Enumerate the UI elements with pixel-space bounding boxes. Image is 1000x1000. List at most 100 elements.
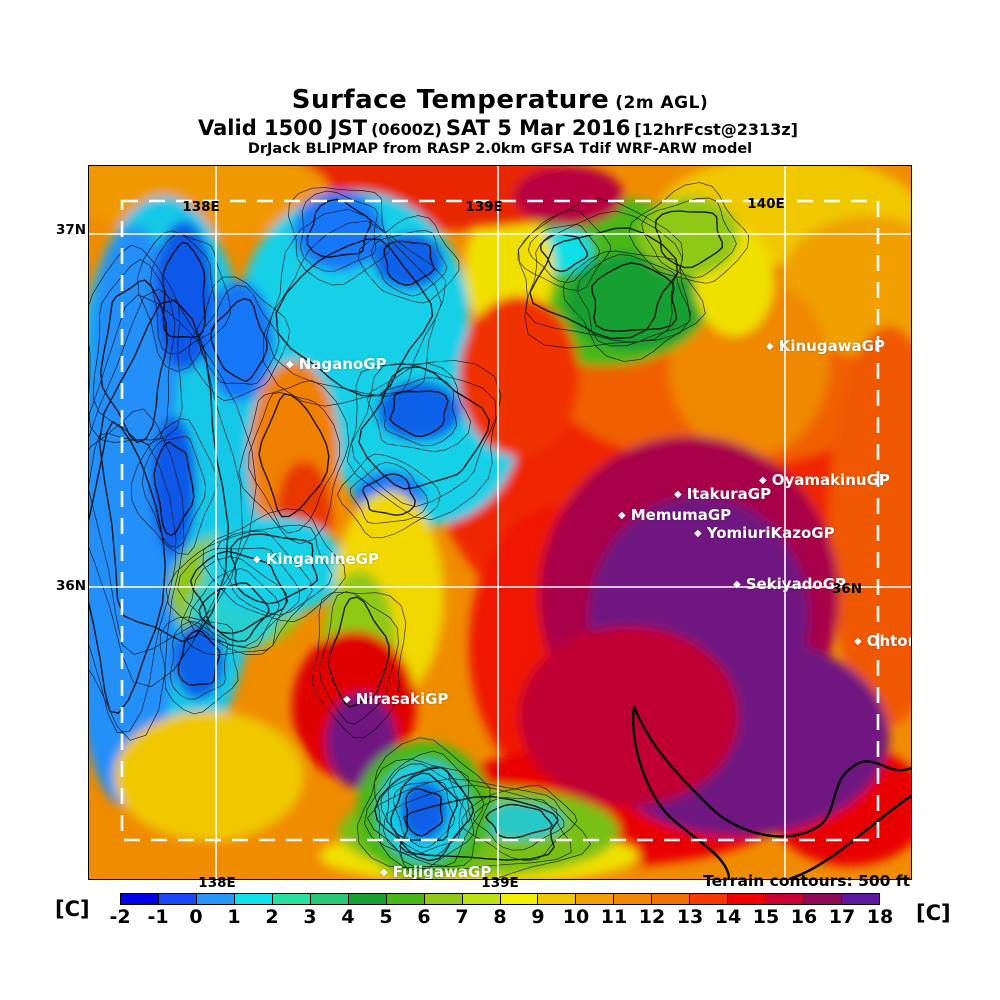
contour-line (383, 240, 435, 286)
colorbar-cell (310, 894, 349, 904)
site-diamond-icon: ◆ (253, 554, 261, 565)
colorbar-cell (804, 894, 843, 904)
site-diamond-icon: ◆ (380, 867, 388, 878)
site-diamond-icon: ◆ (286, 359, 294, 370)
contour-line (373, 766, 475, 862)
site-label-kinugawagp: ◆ KinugawaGP (766, 337, 885, 356)
grid-label-139e: 139E (465, 199, 503, 215)
contour-line (89, 244, 183, 443)
colorbar-cell (576, 894, 615, 904)
colorbar-cell (386, 894, 425, 904)
colorbar-cell (272, 894, 311, 904)
colorbar-tick: -1 (147, 906, 169, 928)
colorbar-cell (348, 894, 387, 904)
temperature-blob (829, 326, 911, 726)
colorbar-cell (234, 894, 273, 904)
contour-line (654, 210, 724, 269)
temperature-blob (519, 626, 739, 806)
site-label-itakuragp: ◆ ItakuraGP (674, 485, 771, 504)
contour-line (153, 441, 195, 537)
contour-line (576, 254, 692, 347)
colorbar-tick: 12 (638, 906, 666, 928)
grid-label-138e: 138E (182, 199, 220, 215)
contour-line (392, 781, 455, 849)
terrain-contour-note: Terrain contours: 500 ft (703, 872, 910, 890)
colorbar-tick: -2 (109, 906, 131, 928)
valid-time-line: Valid 1500 JST (0600Z) SAT 5 Mar 2016 [12hr… (198, 116, 798, 140)
contour-line (210, 297, 268, 382)
colorbar-cell (614, 894, 653, 904)
contour-line (527, 224, 600, 284)
contour-line (398, 795, 559, 861)
contour-line (248, 392, 341, 534)
contour-line (92, 259, 176, 445)
contour-line (473, 797, 565, 851)
contour-line (358, 215, 460, 304)
temperature-blob (294, 191, 384, 271)
forecast-map: ◆ NaganoGP ◆ KinugawaGP ◆ OyamakinuGP ◆ Itakura… (88, 165, 912, 880)
site-label-text: NaganoGP (298, 355, 387, 373)
colorbar-tick: 0 (189, 906, 203, 928)
site-label-oyamakinugp: ◆ OyamakinuGP (759, 471, 890, 490)
site-label-text: ItakuraGP (686, 485, 772, 503)
contour-line (99, 279, 168, 444)
site-label-text: OyamakinuGP (771, 471, 890, 489)
contour-line (162, 241, 206, 339)
site-label-fujigawagp: ◆ FujigawaGP (380, 863, 491, 879)
site-diamond-icon: ◆ (766, 341, 774, 352)
colorbar-cell (766, 894, 805, 904)
colorbar-cell (728, 894, 767, 904)
colorbar-unit-right: [C] (916, 901, 951, 925)
latlon-gridlines (89, 166, 911, 879)
site-diamond-icon: ◆ (694, 528, 702, 539)
colorbar-tick: 4 (341, 906, 355, 928)
contour-line (404, 787, 444, 837)
contour-line (328, 596, 390, 708)
colorbar-tick: 10 (562, 906, 590, 928)
colorbar-cell (196, 894, 235, 904)
contour-line (89, 294, 257, 687)
colorbar-cell (500, 894, 539, 904)
contour-line (202, 508, 346, 623)
colorbar-tick: 18 (866, 906, 894, 928)
contour-line (389, 390, 449, 438)
contour-line (89, 288, 243, 655)
site-diamond-icon: ◆ (733, 579, 741, 590)
contour-line (361, 473, 416, 516)
colorbar-unit-left: [C] (55, 897, 90, 921)
terrain-contour-lines (89, 182, 750, 879)
colorbar-tick: 1 (227, 906, 241, 928)
site-label-text: KingamineGP (265, 550, 379, 568)
contour-line (364, 750, 485, 867)
contour-line (188, 568, 280, 649)
contour-line (230, 533, 319, 605)
site-label-text: MemumaGP (630, 506, 732, 524)
contour-line (461, 785, 578, 862)
colorbar-tick: 16 (790, 906, 818, 928)
contour-line (529, 227, 679, 340)
contour-line (485, 803, 553, 839)
contour-line (390, 772, 458, 842)
site-label-text: NirasakiGP (355, 690, 449, 708)
contour-line (366, 362, 471, 453)
colorbar-cell (121, 894, 159, 904)
contour-line (137, 230, 232, 372)
contour-line (189, 550, 289, 635)
contour-line (188, 276, 290, 401)
contour-line (367, 778, 592, 879)
temperature-blob (154, 221, 214, 371)
contour-line (590, 262, 678, 333)
contour-line (177, 547, 301, 647)
temperature-blob (114, 711, 304, 841)
contour-line (89, 420, 167, 714)
site-label-kingaminegp: ◆ KingamineGP (253, 550, 379, 569)
grid-label-36n: 36N (55, 578, 87, 594)
temperature-blob (152, 416, 196, 556)
colorbar-cell (538, 894, 577, 904)
model-domain-dashed-box (120, 199, 880, 842)
site-diamond-icon: ◆ (674, 489, 682, 500)
contour-line (525, 210, 684, 343)
colorbar-tick: 15 (752, 906, 780, 928)
contour-line (351, 362, 497, 508)
contour-line (98, 299, 230, 643)
